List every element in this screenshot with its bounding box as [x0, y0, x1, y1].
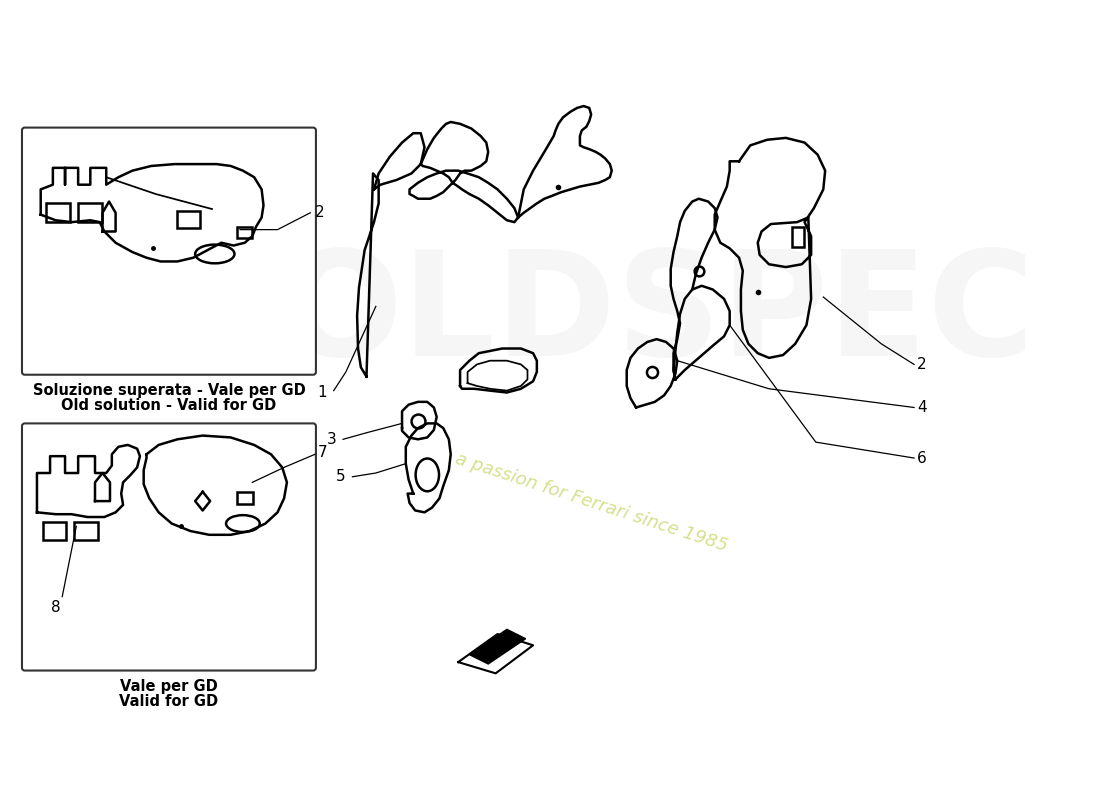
Text: 2: 2 [315, 206, 324, 220]
Text: 1: 1 [318, 385, 327, 400]
Text: 7: 7 [318, 445, 328, 460]
Text: OLDSPEC: OLDSPEC [278, 246, 1035, 386]
Text: a passion for Ferrari since 1985: a passion for Ferrari since 1985 [453, 450, 729, 556]
Bar [46, 203, 69, 222]
Text: 3: 3 [327, 432, 337, 447]
Polygon shape [470, 630, 526, 664]
FancyBboxPatch shape [22, 127, 316, 374]
Text: 5: 5 [337, 470, 345, 484]
Bar [75, 522, 98, 541]
Bar [43, 522, 66, 541]
Text: Vale per GD: Vale per GD [120, 679, 218, 694]
Text: Soluzione superata - Vale per GD: Soluzione superata - Vale per GD [33, 383, 306, 398]
Text: 6: 6 [917, 450, 926, 466]
Text: Valid for GD: Valid for GD [120, 694, 219, 709]
Bar [177, 211, 200, 228]
Bar [78, 203, 101, 222]
Bar [792, 227, 804, 247]
Text: Old solution - Valid for GD: Old solution - Valid for GD [62, 398, 276, 413]
Bar [238, 227, 252, 238]
Text: 8: 8 [51, 600, 60, 615]
FancyBboxPatch shape [22, 423, 316, 670]
Bar [238, 492, 253, 504]
Text: 4: 4 [917, 400, 926, 415]
Text: 2: 2 [917, 357, 926, 372]
